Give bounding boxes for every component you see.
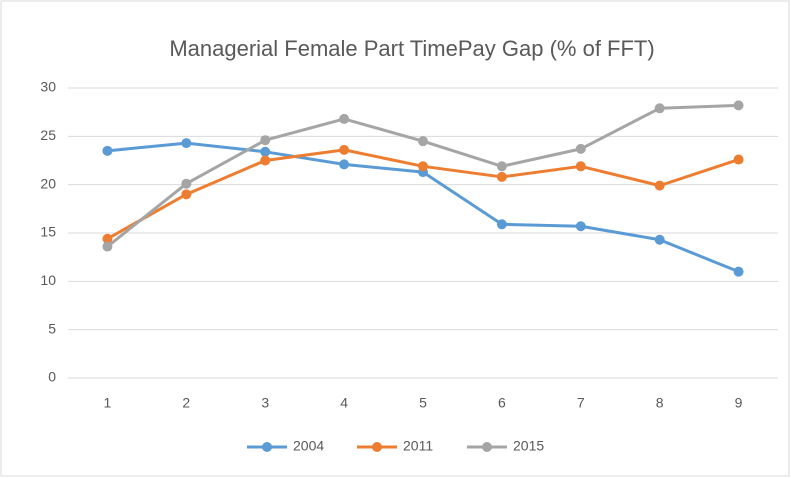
data-point xyxy=(496,219,507,230)
data-point xyxy=(339,144,350,155)
x-tick-label: 2 xyxy=(182,395,190,411)
data-point xyxy=(102,145,113,156)
data-point xyxy=(260,135,271,146)
x-tick-label: 8 xyxy=(656,395,664,411)
data-point xyxy=(733,100,744,111)
data-point xyxy=(181,178,192,189)
data-point xyxy=(575,143,586,154)
data-point xyxy=(496,161,507,172)
data-point xyxy=(575,221,586,232)
legend-label: 2004 xyxy=(293,438,324,454)
x-tick-label: 9 xyxy=(735,395,743,411)
data-point xyxy=(339,159,350,170)
data-point xyxy=(654,180,665,191)
x-tick-label: 6 xyxy=(498,395,506,411)
data-point xyxy=(260,146,271,157)
x-tick-label: 1 xyxy=(104,395,112,411)
data-point xyxy=(575,161,586,172)
data-point xyxy=(181,138,192,149)
data-point xyxy=(496,171,507,182)
data-point xyxy=(733,154,744,165)
legend-label: 2011 xyxy=(403,438,433,454)
data-point xyxy=(260,155,271,166)
legend-marker xyxy=(262,442,272,452)
y-tick-label: 20 xyxy=(40,175,56,191)
x-tick-label: 5 xyxy=(419,395,427,411)
data-point xyxy=(733,266,744,277)
legend-marker xyxy=(482,442,492,452)
y-tick-label: 15 xyxy=(40,224,56,240)
y-tick-label: 5 xyxy=(48,320,56,336)
y-tick-label: 25 xyxy=(40,127,56,143)
data-point xyxy=(339,113,350,124)
data-point xyxy=(418,136,428,147)
x-tick-label: 3 xyxy=(261,395,269,411)
x-tick-label: 7 xyxy=(577,395,585,411)
data-point xyxy=(654,103,665,114)
data-point xyxy=(418,161,428,172)
legend-label: 2015 xyxy=(513,438,544,454)
data-point xyxy=(181,189,192,200)
x-tick-label: 4 xyxy=(340,395,348,411)
chart-title: Managerial Female Part TimePay Gap (% of… xyxy=(169,36,654,61)
y-tick-label: 30 xyxy=(40,79,56,95)
y-tick-label: 0 xyxy=(48,369,56,385)
y-tick-label: 10 xyxy=(40,272,56,288)
data-point xyxy=(654,234,665,245)
data-point xyxy=(102,241,113,252)
data-point xyxy=(102,233,113,244)
legend-marker xyxy=(372,442,382,452)
